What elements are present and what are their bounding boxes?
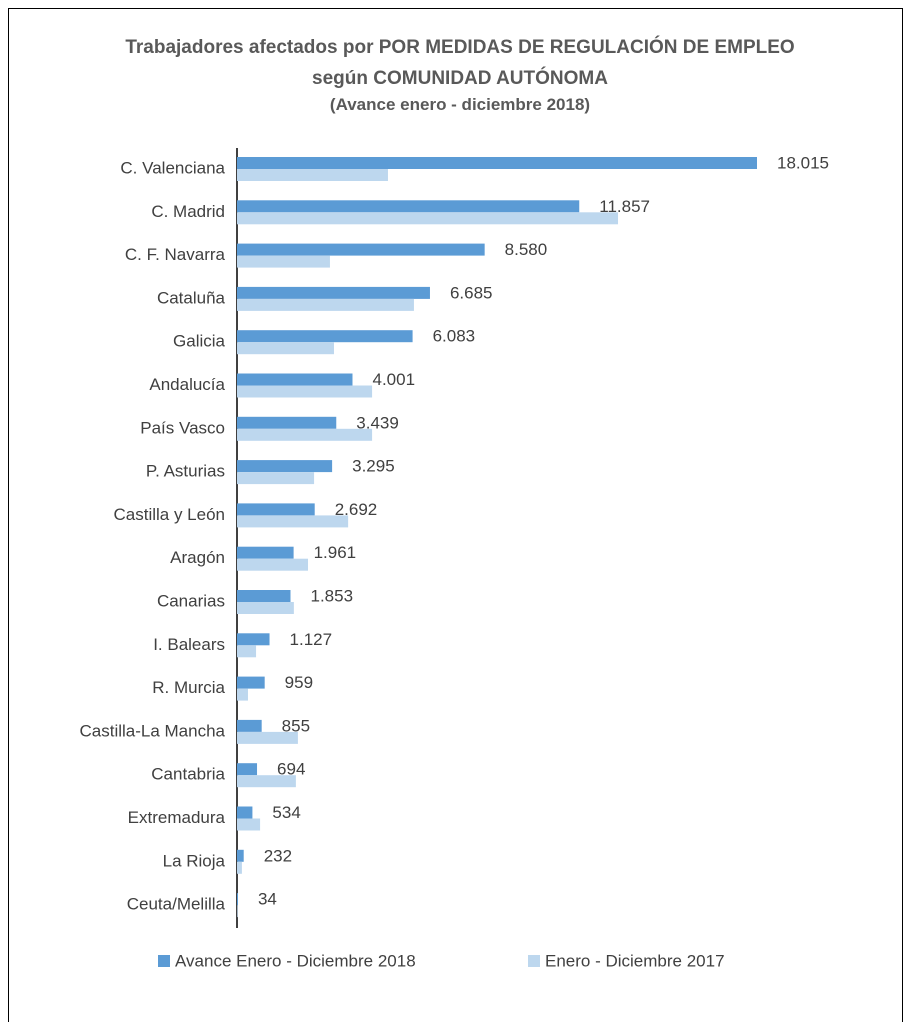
y-tick-label: Canarias	[157, 591, 225, 610]
bar	[237, 255, 330, 268]
y-tick-label: P. Asturias	[146, 462, 225, 481]
data-label: 3.295	[352, 457, 395, 476]
y-tick-label: C. Madrid	[151, 202, 225, 221]
bar	[237, 688, 248, 701]
bar	[237, 298, 414, 311]
bar	[237, 905, 238, 918]
chart-title: Trabajadores afectados por POR MEDIDAS D…	[125, 37, 795, 89]
bar	[237, 676, 265, 689]
legend-swatch	[528, 955, 540, 967]
bar	[237, 503, 315, 516]
bar	[237, 157, 757, 169]
bar	[237, 515, 349, 528]
y-tick-label: Cantabria	[151, 765, 225, 784]
bar	[237, 775, 296, 788]
data-label: 959	[285, 673, 313, 692]
data-label: 6.083	[433, 327, 476, 346]
y-tick-label: Aragón	[170, 548, 225, 567]
data-label: 1.853	[310, 586, 353, 605]
legend-label: Avance Enero - Diciembre 2018	[175, 951, 416, 970]
bar	[237, 342, 334, 355]
data-label: 18.015	[777, 153, 829, 172]
bar	[237, 590, 291, 602]
y-tick-label: Ceuta/Melilla	[127, 895, 226, 914]
y-tick-label: Castilla y León	[113, 505, 225, 524]
bar	[237, 428, 373, 441]
bar	[237, 472, 315, 485]
bar	[237, 385, 373, 398]
bar	[237, 818, 261, 831]
bar	[237, 286, 430, 299]
legend-label: Enero - Diciembre 2017	[545, 951, 725, 970]
data-label: 1.127	[290, 630, 333, 649]
bar	[237, 806, 253, 819]
bar	[237, 212, 619, 225]
y-tick-label: Extremadura	[128, 808, 226, 827]
bar	[237, 645, 257, 658]
data-label: 8.580	[505, 240, 548, 259]
y-tick-label: Galicia	[173, 332, 226, 351]
y-tick-label: R. Murcia	[152, 678, 225, 697]
bar	[237, 373, 353, 386]
data-label: 6.685	[450, 283, 493, 302]
bar	[237, 169, 388, 181]
data-label: 232	[264, 846, 292, 865]
bar	[237, 200, 580, 213]
y-tick-label: C. Valenciana	[120, 158, 225, 177]
bar	[237, 731, 298, 744]
bar	[237, 861, 242, 874]
data-label: 3.439	[356, 413, 399, 432]
y-tick-label: I. Balears	[153, 635, 225, 654]
data-label: 4.001	[372, 370, 415, 389]
y-tick-label: Castilla-La Mancha	[79, 721, 225, 740]
bar	[237, 460, 333, 473]
y-tick-label: C. F. Navarra	[125, 245, 226, 264]
data-label: 34	[258, 890, 277, 909]
y-tick-label: País Vasco	[140, 418, 225, 437]
bar	[237, 633, 270, 646]
y-tick-label: Andalucía	[149, 375, 225, 394]
bar	[237, 849, 244, 862]
frame	[8, 8, 903, 1022]
bar	[237, 546, 294, 559]
bar	[237, 893, 238, 906]
data-label: 11.857	[599, 197, 650, 216]
bar	[237, 719, 262, 732]
bar	[237, 763, 258, 776]
bar	[237, 416, 337, 429]
data-label: 534	[272, 803, 300, 822]
bar	[237, 243, 485, 256]
y-tick-label: La Rioja	[163, 851, 226, 870]
legend-swatch	[158, 955, 170, 967]
chart-subtitle: (Avance enero - diciembre 2018)	[329, 95, 591, 114]
data-label: 2.692	[335, 500, 378, 519]
data-label: 694	[277, 760, 305, 779]
bar	[237, 330, 413, 343]
data-label: 855	[282, 716, 310, 735]
bar	[237, 602, 294, 614]
y-tick-label: Cataluña	[157, 288, 226, 307]
data-label: 1.961	[314, 543, 357, 562]
bar	[237, 558, 309, 571]
